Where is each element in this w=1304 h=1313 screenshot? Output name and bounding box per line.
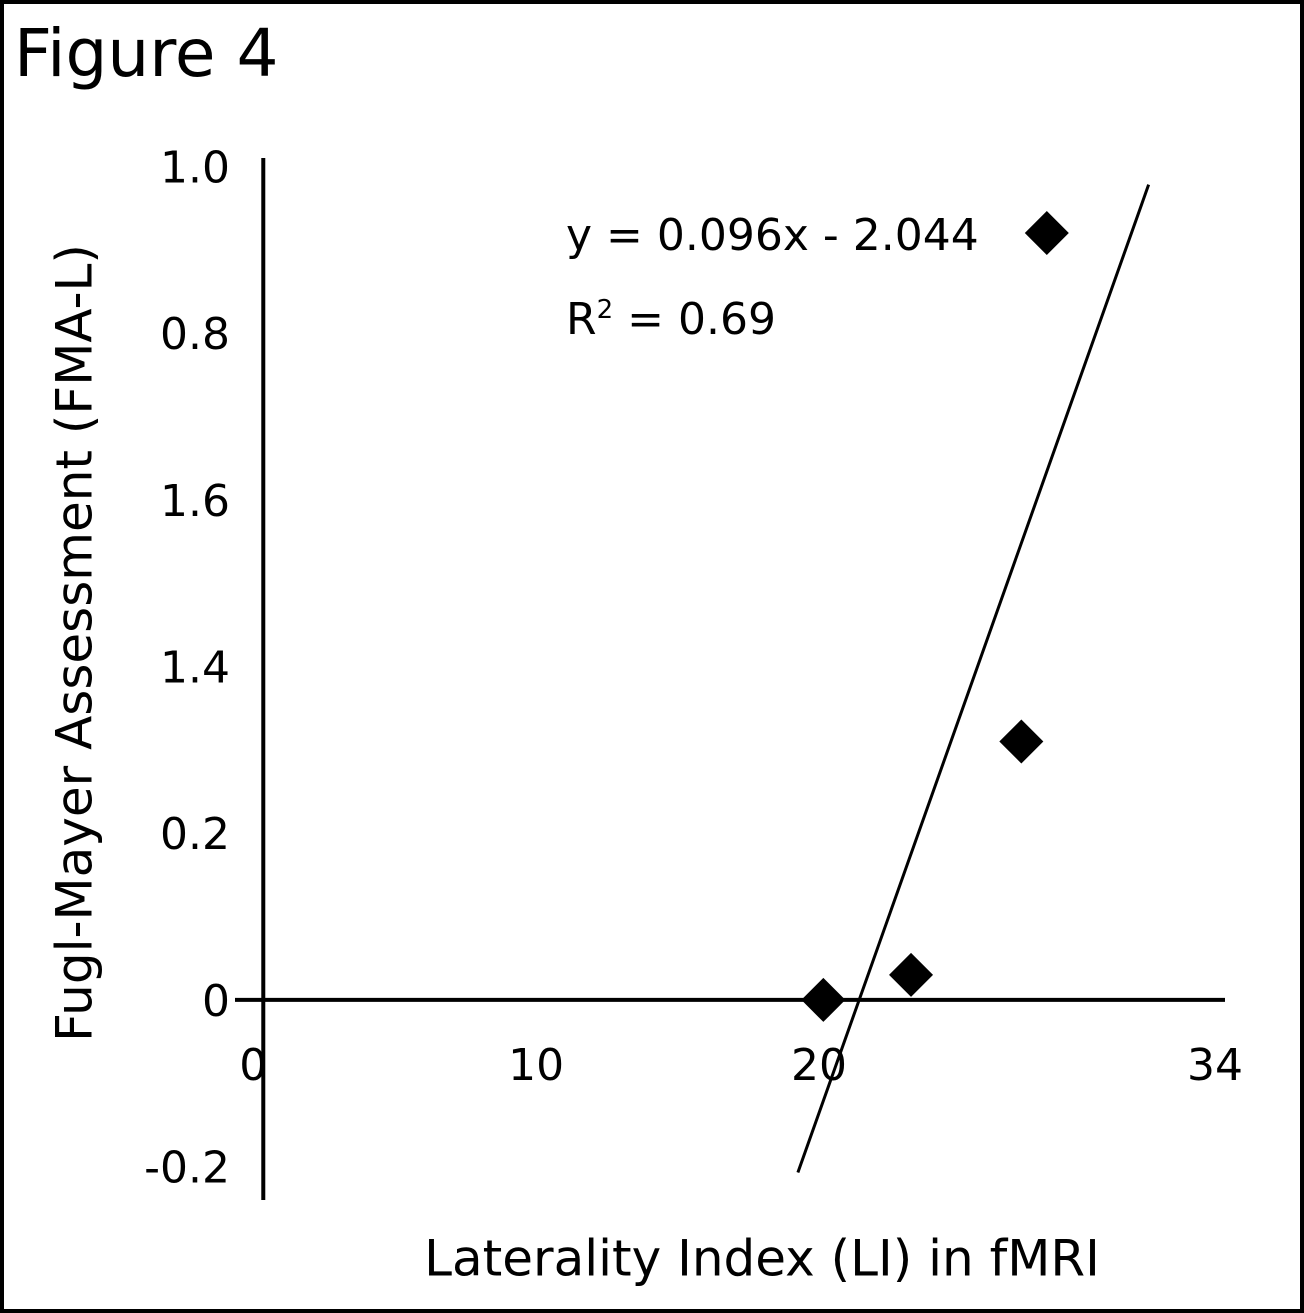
- x-axis-label: Laterality Index (LI) in fMRI: [424, 1230, 1100, 1288]
- equation: y = 0.096x - 2.044: [566, 210, 979, 261]
- trend-line: [796, 184, 1151, 1173]
- superscript: 2: [597, 295, 614, 325]
- point: [1024, 211, 1069, 256]
- r-squared: R2 = 0.69: [566, 294, 776, 345]
- y-tick-label: -0.2: [144, 1143, 230, 1194]
- point: [999, 719, 1044, 764]
- y-tick-label: 0: [202, 976, 230, 1027]
- x-tick-label: 10: [508, 1040, 564, 1091]
- x-tick-label: 34: [1187, 1040, 1243, 1091]
- chart-title: Figure 4: [14, 15, 278, 92]
- point: [801, 977, 846, 1022]
- y-tick-label: 1.0: [160, 142, 230, 193]
- y-axis-label: Fugl-Mayer Assessment (FMA-L): [46, 244, 104, 1042]
- y-tick-label: 0.8: [160, 309, 230, 360]
- y-tick-label: 1.4: [160, 642, 230, 693]
- y-tick-label: 0.2: [160, 809, 230, 860]
- x-tick-label: 20: [791, 1040, 847, 1091]
- r-symbol: R: [566, 294, 597, 345]
- point: [889, 952, 934, 997]
- y-tick-label: 1.6: [160, 476, 230, 527]
- r-value: = 0.69: [613, 294, 776, 345]
- x-tick-label: 0: [239, 1040, 267, 1091]
